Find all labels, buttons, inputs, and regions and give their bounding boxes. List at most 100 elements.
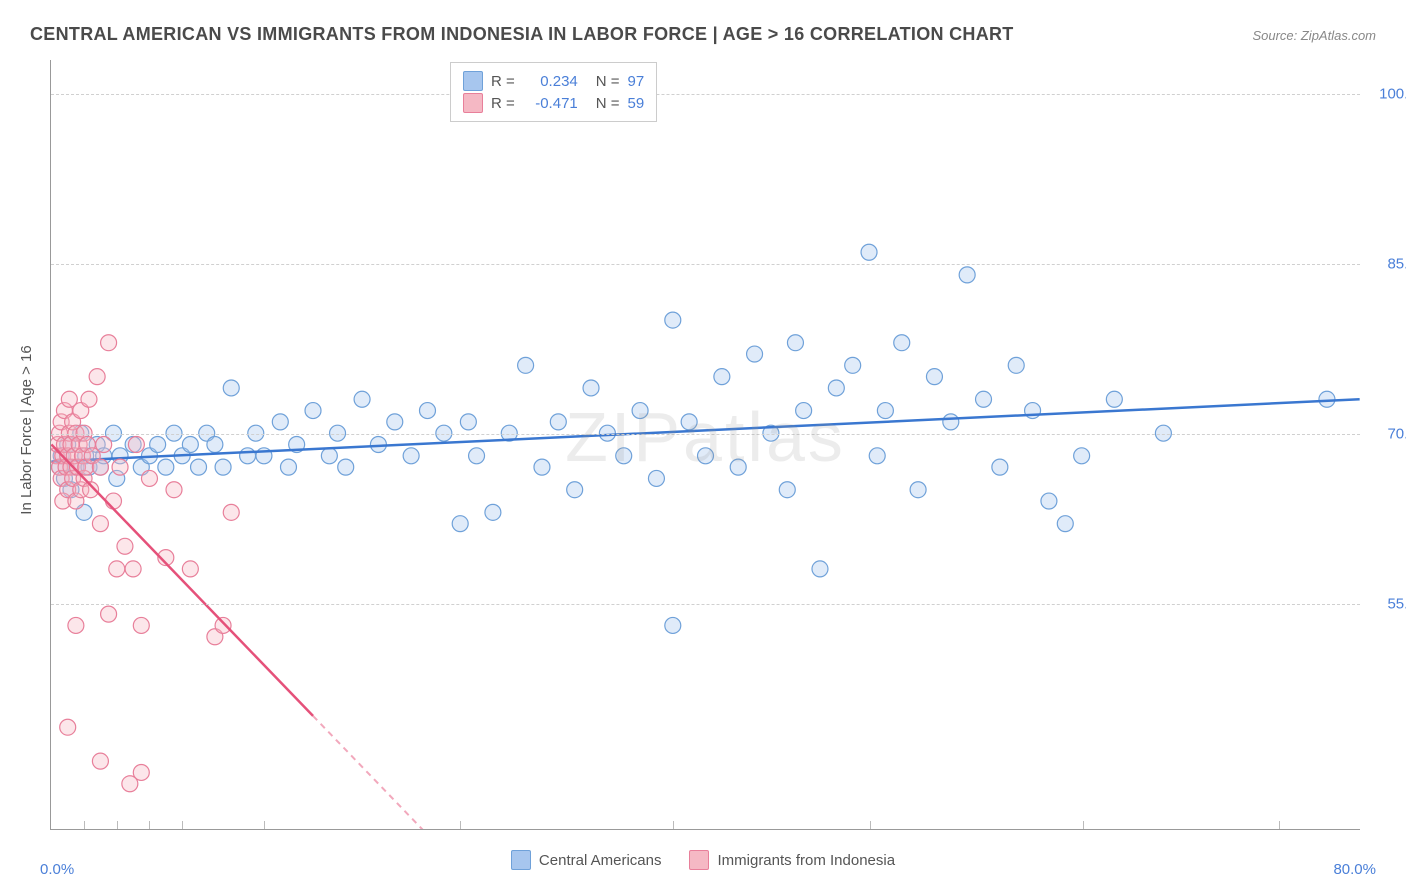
gridline [51, 264, 1360, 265]
data-point [518, 357, 534, 373]
data-point [101, 606, 117, 622]
data-point [112, 459, 128, 475]
legend-n-label: N = [596, 73, 620, 90]
data-point [845, 357, 861, 373]
x-tick [117, 821, 118, 829]
data-point [1106, 391, 1122, 407]
legend-row: R = -0.471 N = 59 [463, 93, 644, 113]
data-point [92, 459, 108, 475]
data-point [861, 244, 877, 260]
data-point [730, 459, 746, 475]
y-tick-label: 85.0% [1370, 255, 1406, 272]
x-tick [1083, 821, 1084, 829]
legend-r-value: 0.234 [523, 73, 578, 90]
legend-swatch [463, 93, 483, 113]
gridline [51, 434, 1360, 435]
data-point [272, 414, 288, 430]
legend-item: Central Americans [511, 850, 662, 870]
data-point [485, 504, 501, 520]
legend-r-value: -0.471 [523, 95, 578, 112]
data-point [828, 380, 844, 396]
regression-line [51, 445, 313, 716]
data-point [191, 459, 207, 475]
data-point [182, 561, 198, 577]
data-point [943, 414, 959, 430]
data-point [910, 482, 926, 498]
x-tick [149, 821, 150, 829]
series-legend: Central Americans Immigrants from Indones… [0, 850, 1406, 874]
data-point [976, 391, 992, 407]
data-point [452, 516, 468, 532]
data-point [133, 764, 149, 780]
legend-n-label: N = [596, 95, 620, 112]
y-tick-label: 70.0% [1370, 425, 1406, 442]
data-point [240, 448, 256, 464]
data-point [338, 459, 354, 475]
data-point [796, 403, 812, 419]
data-point [1041, 493, 1057, 509]
data-point [150, 437, 166, 453]
data-point [714, 369, 730, 385]
y-tick-label: 100.0% [1370, 85, 1406, 102]
data-point [101, 335, 117, 351]
data-point [747, 346, 763, 362]
data-point [215, 617, 231, 633]
x-tick [182, 821, 183, 829]
data-point [81, 391, 97, 407]
x-tick [1279, 821, 1280, 829]
data-point [681, 414, 697, 430]
data-point [128, 437, 144, 453]
scatter-svg [51, 60, 1360, 829]
legend-series-name: Immigrants from Indonesia [717, 852, 895, 869]
data-point [787, 335, 803, 351]
x-tick [460, 821, 461, 829]
y-tick-label: 55.0% [1370, 595, 1406, 612]
chart-title: CENTRAL AMERICAN VS IMMIGRANTS FROM INDO… [30, 24, 1014, 45]
data-point [223, 380, 239, 396]
legend-n-value: 59 [628, 95, 645, 112]
data-point [109, 561, 125, 577]
legend-swatch [689, 850, 709, 870]
x-tick [870, 821, 871, 829]
data-point [354, 391, 370, 407]
legend-row: R =0.234N =97 [463, 71, 644, 91]
data-point [223, 504, 239, 520]
data-point [89, 369, 105, 385]
data-point [125, 561, 141, 577]
data-point [215, 459, 231, 475]
data-point [992, 459, 1008, 475]
data-point [648, 470, 664, 486]
data-point [698, 448, 714, 464]
data-point [207, 437, 223, 453]
data-point [550, 414, 566, 430]
data-point [779, 482, 795, 498]
legend-n-value: 97 [628, 73, 645, 90]
data-point [68, 617, 84, 633]
data-point [665, 617, 681, 633]
gridline [51, 94, 1360, 95]
data-point [141, 470, 157, 486]
data-point [926, 369, 942, 385]
regression-line-dashed [313, 716, 444, 829]
data-point [469, 448, 485, 464]
data-point [567, 482, 583, 498]
data-point [182, 437, 198, 453]
data-point [419, 403, 435, 419]
legend-r-label: R = [491, 95, 515, 112]
x-tick [264, 821, 265, 829]
data-point [583, 380, 599, 396]
data-point [1319, 391, 1335, 407]
data-point [616, 448, 632, 464]
y-axis-label: In Labor Force | Age > 16 [18, 345, 35, 514]
data-point [632, 403, 648, 419]
data-point [158, 459, 174, 475]
data-point [869, 448, 885, 464]
data-point [1074, 448, 1090, 464]
data-point [96, 437, 112, 453]
correlation-legend: R = 0.234 N = 97 R = -0.471 N = 59 [450, 62, 657, 122]
data-point [894, 335, 910, 351]
data-point [92, 516, 108, 532]
data-point [106, 493, 122, 509]
data-point [92, 753, 108, 769]
data-point [460, 414, 476, 430]
